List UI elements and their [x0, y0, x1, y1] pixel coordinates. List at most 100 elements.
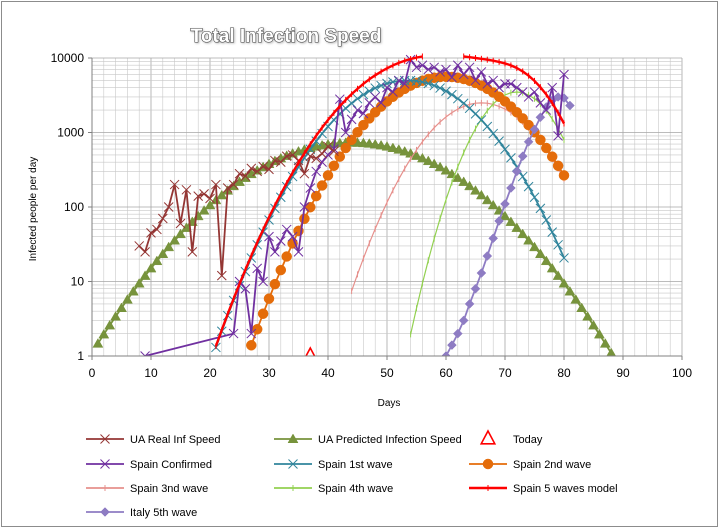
data-point	[552, 160, 564, 172]
data-point	[204, 199, 216, 210]
series-layer	[92, 53, 616, 356]
data-point	[470, 75, 481, 86]
data-point	[541, 215, 552, 225]
data-point	[234, 168, 245, 179]
data-point	[488, 75, 499, 86]
data-point	[529, 87, 540, 97]
data-point	[411, 76, 422, 86]
data-point	[133, 278, 145, 288]
data-point	[387, 142, 399, 153]
data-point	[116, 302, 127, 312]
data-point	[546, 262, 558, 273]
data-point	[157, 213, 168, 224]
data-point	[382, 78, 392, 89]
series-line	[214, 55, 423, 347]
data-point	[535, 134, 546, 146]
data-point	[299, 168, 310, 179]
legend-item-spain-3nd-wave: Spain 3nd wave	[86, 483, 208, 495]
data-point	[482, 251, 493, 261]
y-tick-label: 100	[64, 200, 84, 214]
data-point	[393, 144, 405, 154]
data-point	[275, 236, 286, 246]
series-spain-2nd-wave	[246, 71, 570, 351]
data-point	[258, 276, 268, 287]
legend-item-spain-2nd-wave: Spain 2nd wave	[469, 458, 591, 471]
data-point	[388, 87, 398, 97]
legend-item-italy-5th-wave: Italy 5th wave	[86, 507, 197, 519]
y-tick-label: 1000	[57, 126, 84, 140]
data-point	[505, 216, 517, 226]
data-point	[500, 199, 510, 209]
data-point	[606, 347, 616, 356]
data-point	[352, 93, 363, 104]
data-point	[140, 351, 150, 356]
data-point	[458, 176, 470, 186]
data-point	[145, 262, 157, 273]
data-point	[311, 153, 322, 164]
legend-label: Today	[513, 434, 543, 446]
legend-marker	[288, 459, 298, 469]
data-point	[523, 181, 534, 192]
data-point	[305, 346, 316, 356]
data-point	[494, 82, 504, 93]
data-point	[552, 270, 564, 280]
data-point	[452, 328, 463, 339]
data-point	[523, 136, 534, 147]
data-point	[258, 161, 268, 172]
data-point	[441, 86, 451, 96]
data-point	[470, 283, 481, 294]
series-spain-confirmed	[140, 54, 569, 356]
legend-label: Spain 2nd wave	[513, 459, 591, 471]
data-point	[506, 183, 516, 193]
x-tick-label: 0	[89, 366, 96, 380]
x-tick-label: 30	[262, 366, 276, 380]
data-point	[281, 151, 292, 162]
data-point	[428, 158, 440, 168]
data-point	[299, 152, 310, 163]
data-point	[458, 315, 469, 326]
data-point	[422, 155, 434, 166]
data-point	[305, 144, 316, 155]
data-point	[547, 227, 558, 238]
data-point	[540, 255, 552, 266]
data-point	[429, 62, 440, 73]
y-axis-title: Infected people per day	[28, 157, 39, 262]
data-point	[423, 64, 434, 75]
data-point	[375, 139, 387, 150]
data-point	[570, 294, 582, 304]
data-point	[534, 248, 546, 258]
data-point	[576, 302, 588, 312]
data-point	[411, 150, 422, 160]
data-point	[458, 69, 469, 80]
data-point	[517, 171, 528, 182]
data-point	[246, 163, 257, 174]
data-point	[163, 241, 175, 252]
data-point	[547, 82, 558, 93]
data-point	[139, 270, 151, 280]
data-point	[447, 72, 457, 83]
data-point	[517, 113, 528, 124]
data-point	[216, 270, 227, 281]
data-point	[240, 283, 251, 294]
data-point	[529, 241, 540, 252]
data-point	[429, 80, 440, 91]
data-point	[435, 67, 445, 77]
data-point	[523, 235, 535, 245]
data-point	[499, 210, 511, 221]
data-point	[281, 251, 292, 262]
legend-marker	[100, 507, 110, 517]
data-point	[435, 83, 445, 93]
data-point	[352, 105, 363, 115]
data-point	[328, 160, 340, 172]
data-point	[181, 184, 192, 195]
data-point	[281, 224, 292, 235]
data-point	[523, 119, 534, 131]
data-point	[417, 77, 428, 87]
data-point	[452, 60, 463, 71]
data-point	[482, 78, 493, 89]
data-point	[110, 311, 122, 321]
data-point	[475, 189, 487, 200]
data-point	[481, 194, 493, 205]
data-point	[151, 255, 163, 266]
